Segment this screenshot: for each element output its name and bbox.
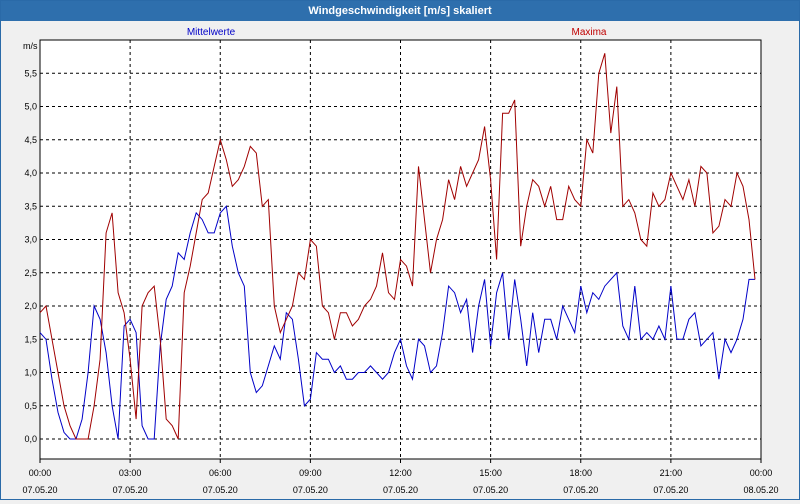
- x-tick-date: 07.05.20: [473, 485, 508, 495]
- x-tick-time: 15:00: [479, 468, 502, 478]
- series-lines: [39, 53, 756, 440]
- y-tick-label: 0,0: [24, 434, 37, 444]
- x-tick-time: 18:00: [569, 468, 592, 478]
- legend-maxima: Maxima: [571, 27, 606, 38]
- x-tick-date: 07.05.20: [563, 485, 598, 495]
- y-tick-label: 0,5: [24, 401, 37, 411]
- y-tick-label: 1,0: [24, 368, 37, 378]
- x-tick-time: 03:00: [119, 468, 142, 478]
- x-tick-time: 21:00: [660, 468, 683, 478]
- window-title: Windgeschwindigkeit [m/s] skaliert: [1, 1, 799, 21]
- x-tick-time: 09:00: [299, 468, 322, 478]
- y-tick-label: 5,5: [24, 68, 37, 78]
- y-axis-label: m/s: [23, 41, 38, 51]
- y-tick-label: 4,5: [24, 135, 37, 145]
- x-tick-date: 07.05.20: [293, 485, 328, 495]
- y-tick-label: 2,0: [24, 301, 37, 311]
- series-line-maxima: [39, 53, 756, 440]
- series-line-mittelwerte: [39, 205, 755, 440]
- y-tick-label: 5,0: [24, 102, 37, 112]
- y-tick-labels: 0,0 0,5 1,0 1,5 2,0 2,5 3,0 3,5 4,0 4,5 5,0 5,5: [24, 68, 37, 444]
- y-tick-label: 4,0: [24, 168, 37, 178]
- legend-mittelwerte: Mittelwerte: [187, 27, 236, 38]
- y-tick-label: 1,5: [24, 334, 37, 344]
- x-tick-time: 06:00: [209, 468, 232, 478]
- wind-speed-chart: 0,0 0,5 1,0 1,5 2,0 2,5 3,0 3,5 4,0 4,5 5,0 5,5 00:…: [22, 27, 779, 495]
- x-tick-date: 07.05.20: [653, 485, 688, 495]
- x-tick-date: 07.05.20: [113, 485, 148, 495]
- y-tick-label: 2,5: [24, 268, 37, 278]
- x-tick-date: 08.05.20: [743, 485, 778, 495]
- x-tick-date: 07.05.20: [203, 485, 238, 495]
- x-tick-time: 00:00: [750, 468, 773, 478]
- chart-area: 0,0 0,5 1,0 1,5 2,0 2,5 3,0 3,5 4,0 4,5 5,0 5,5 00:…: [1, 21, 799, 499]
- x-tick-time: 00:00: [29, 468, 52, 478]
- y-tick-label: 3,0: [24, 235, 37, 245]
- x-tick-date: 07.05.20: [22, 485, 57, 495]
- x-tick-labels: 00:00 07.05.20 03:00 07.05.20 06:00 07.05.20 0…: [22, 459, 779, 495]
- y-tick-label: 3,5: [24, 201, 37, 211]
- x-tick-date: 07.05.20: [383, 485, 418, 495]
- x-tick-time: 12:00: [389, 468, 412, 478]
